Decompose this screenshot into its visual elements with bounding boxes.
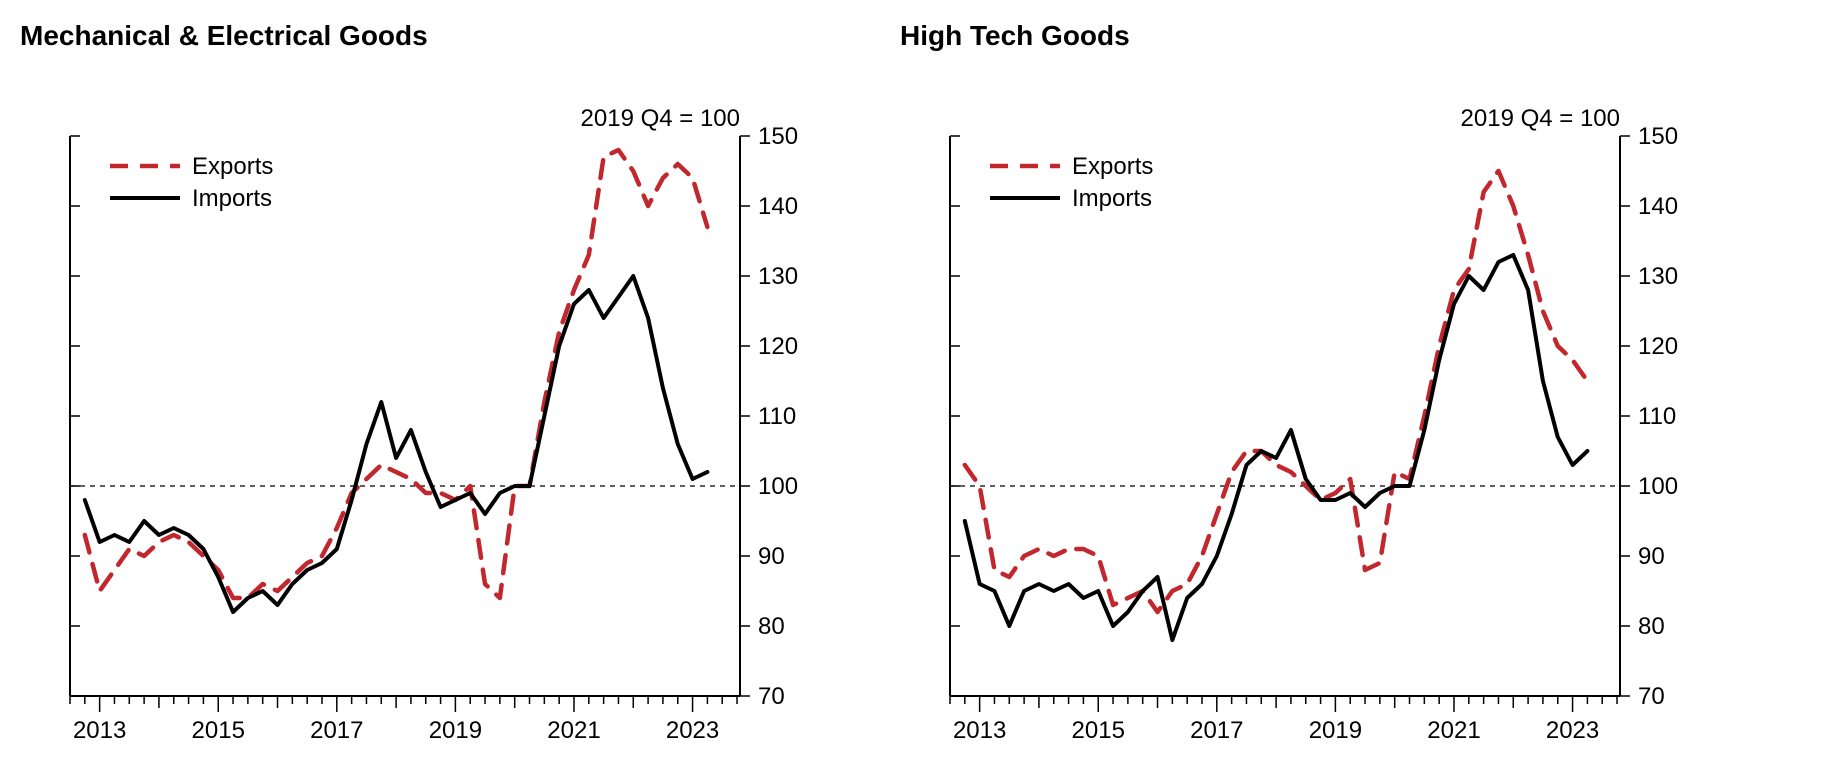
chart-svg-hightech: 2019 Q4 = 100 70 80 90 100 110 120 130 140 150 201… bbox=[900, 56, 1720, 756]
svg-text:2019: 2019 bbox=[429, 717, 482, 744]
svg-text:2019 Q4 = 100: 2019 Q4 = 100 bbox=[581, 105, 740, 132]
chart-panel-mechanical-electrical: Mechanical & Electrical Goods 2019 Q4 = … bbox=[20, 20, 840, 761]
svg-text:130: 130 bbox=[1638, 263, 1678, 290]
svg-text:2013: 2013 bbox=[73, 717, 126, 744]
svg-text:70: 70 bbox=[1638, 683, 1665, 710]
svg-text:80: 80 bbox=[758, 613, 785, 640]
svg-text:Exports: Exports bbox=[1072, 153, 1153, 180]
svg-text:2013: 2013 bbox=[953, 717, 1006, 744]
svg-text:100: 100 bbox=[758, 473, 798, 500]
svg-text:2015: 2015 bbox=[1072, 717, 1125, 744]
svg-text:2019 Q4 = 100: 2019 Q4 = 100 bbox=[1461, 105, 1620, 132]
svg-text:2017: 2017 bbox=[1190, 717, 1243, 744]
svg-text:90: 90 bbox=[1638, 543, 1665, 570]
svg-text:150: 150 bbox=[758, 123, 798, 150]
svg-text:2015: 2015 bbox=[192, 717, 245, 744]
svg-text:70: 70 bbox=[758, 683, 785, 710]
svg-text:Exports: Exports bbox=[192, 153, 273, 180]
svg-text:2021: 2021 bbox=[547, 717, 600, 744]
svg-text:2019: 2019 bbox=[1309, 717, 1362, 744]
svg-text:90: 90 bbox=[758, 543, 785, 570]
svg-text:2021: 2021 bbox=[1427, 717, 1480, 744]
svg-text:Imports: Imports bbox=[1072, 185, 1152, 212]
chart-title: Mechanical & Electrical Goods bbox=[20, 20, 840, 52]
svg-text:140: 140 bbox=[1638, 193, 1678, 220]
chart-title: High Tech Goods bbox=[900, 20, 1720, 52]
svg-text:2023: 2023 bbox=[1546, 717, 1599, 744]
svg-text:110: 110 bbox=[1638, 403, 1676, 430]
svg-text:110: 110 bbox=[758, 403, 796, 430]
svg-text:80: 80 bbox=[1638, 613, 1665, 640]
charts-container: Mechanical & Electrical Goods 2019 Q4 = … bbox=[20, 20, 1821, 761]
svg-text:140: 140 bbox=[758, 193, 798, 220]
svg-text:120: 120 bbox=[758, 333, 798, 360]
svg-text:2017: 2017 bbox=[310, 717, 363, 744]
chart-panel-hightech: High Tech Goods 2019 Q4 = 100 70 80 90 100 11… bbox=[900, 20, 1720, 761]
svg-text:120: 120 bbox=[1638, 333, 1678, 360]
chart-svg-mechanical-electrical: 2019 Q4 = 100 70 80 90 100 110 120 130 140 150 201… bbox=[20, 56, 840, 756]
svg-text:Imports: Imports bbox=[192, 185, 272, 212]
svg-text:100: 100 bbox=[1638, 473, 1678, 500]
svg-text:2023: 2023 bbox=[666, 717, 719, 744]
svg-text:150: 150 bbox=[1638, 123, 1678, 150]
svg-text:130: 130 bbox=[758, 263, 798, 290]
